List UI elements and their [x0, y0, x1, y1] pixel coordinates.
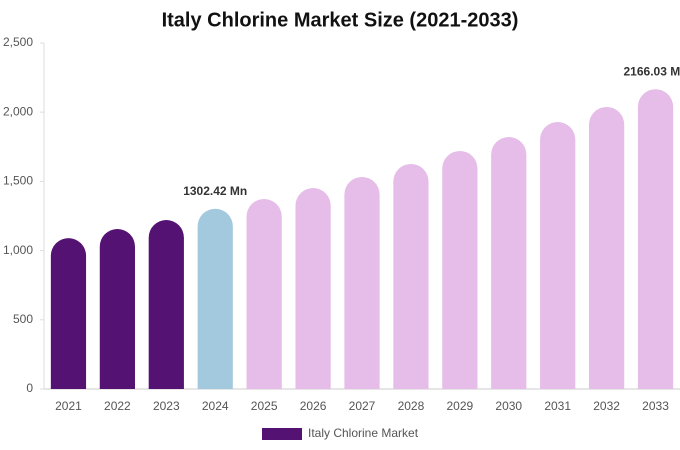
x-tick-label: 2029 — [446, 399, 473, 413]
x-tick-label: 2024 — [202, 399, 229, 413]
x-tick-label: 2021 — [55, 399, 82, 413]
chart-title: Italy Chlorine Market Size (2021-2033) — [162, 9, 519, 31]
bar — [491, 136, 527, 389]
bar — [344, 176, 380, 389]
x-tick-label: 2031 — [544, 399, 571, 413]
bar — [148, 220, 184, 389]
bar — [540, 122, 576, 389]
y-tick-label: 1,000 — [3, 243, 33, 257]
y-tick-label: 1,500 — [3, 174, 33, 188]
x-tick-label: 2030 — [495, 399, 522, 413]
x-tick-label: 2025 — [251, 399, 278, 413]
legend-swatch — [262, 428, 302, 440]
bar — [393, 163, 429, 389]
bar — [246, 198, 282, 389]
x-tick-label: 2032 — [593, 399, 620, 413]
x-tick-label: 2023 — [153, 399, 180, 413]
x-tick-label: 2022 — [104, 399, 131, 413]
x-tick-label: 2033 — [642, 399, 669, 413]
bar — [50, 238, 87, 389]
y-tick-label: 500 — [13, 312, 33, 326]
legend-label: Italy Chlorine Market — [308, 426, 419, 440]
value-label: 1302.42 Mn — [183, 184, 247, 198]
y-tick-label: 2,500 — [3, 35, 33, 49]
bar — [589, 106, 625, 390]
bar — [99, 229, 135, 389]
value-label: 2166.03 Mn — [624, 64, 680, 78]
bar — [442, 150, 478, 389]
bar — [295, 188, 331, 389]
y-tick-label: 2,000 — [3, 104, 33, 118]
x-tick-label: 2027 — [349, 399, 376, 413]
x-tick-label: 2026 — [300, 399, 327, 413]
bar — [637, 89, 674, 390]
bar — [197, 208, 233, 389]
x-tick-label: 2028 — [398, 399, 425, 413]
y-tick-label: 0 — [26, 381, 33, 395]
